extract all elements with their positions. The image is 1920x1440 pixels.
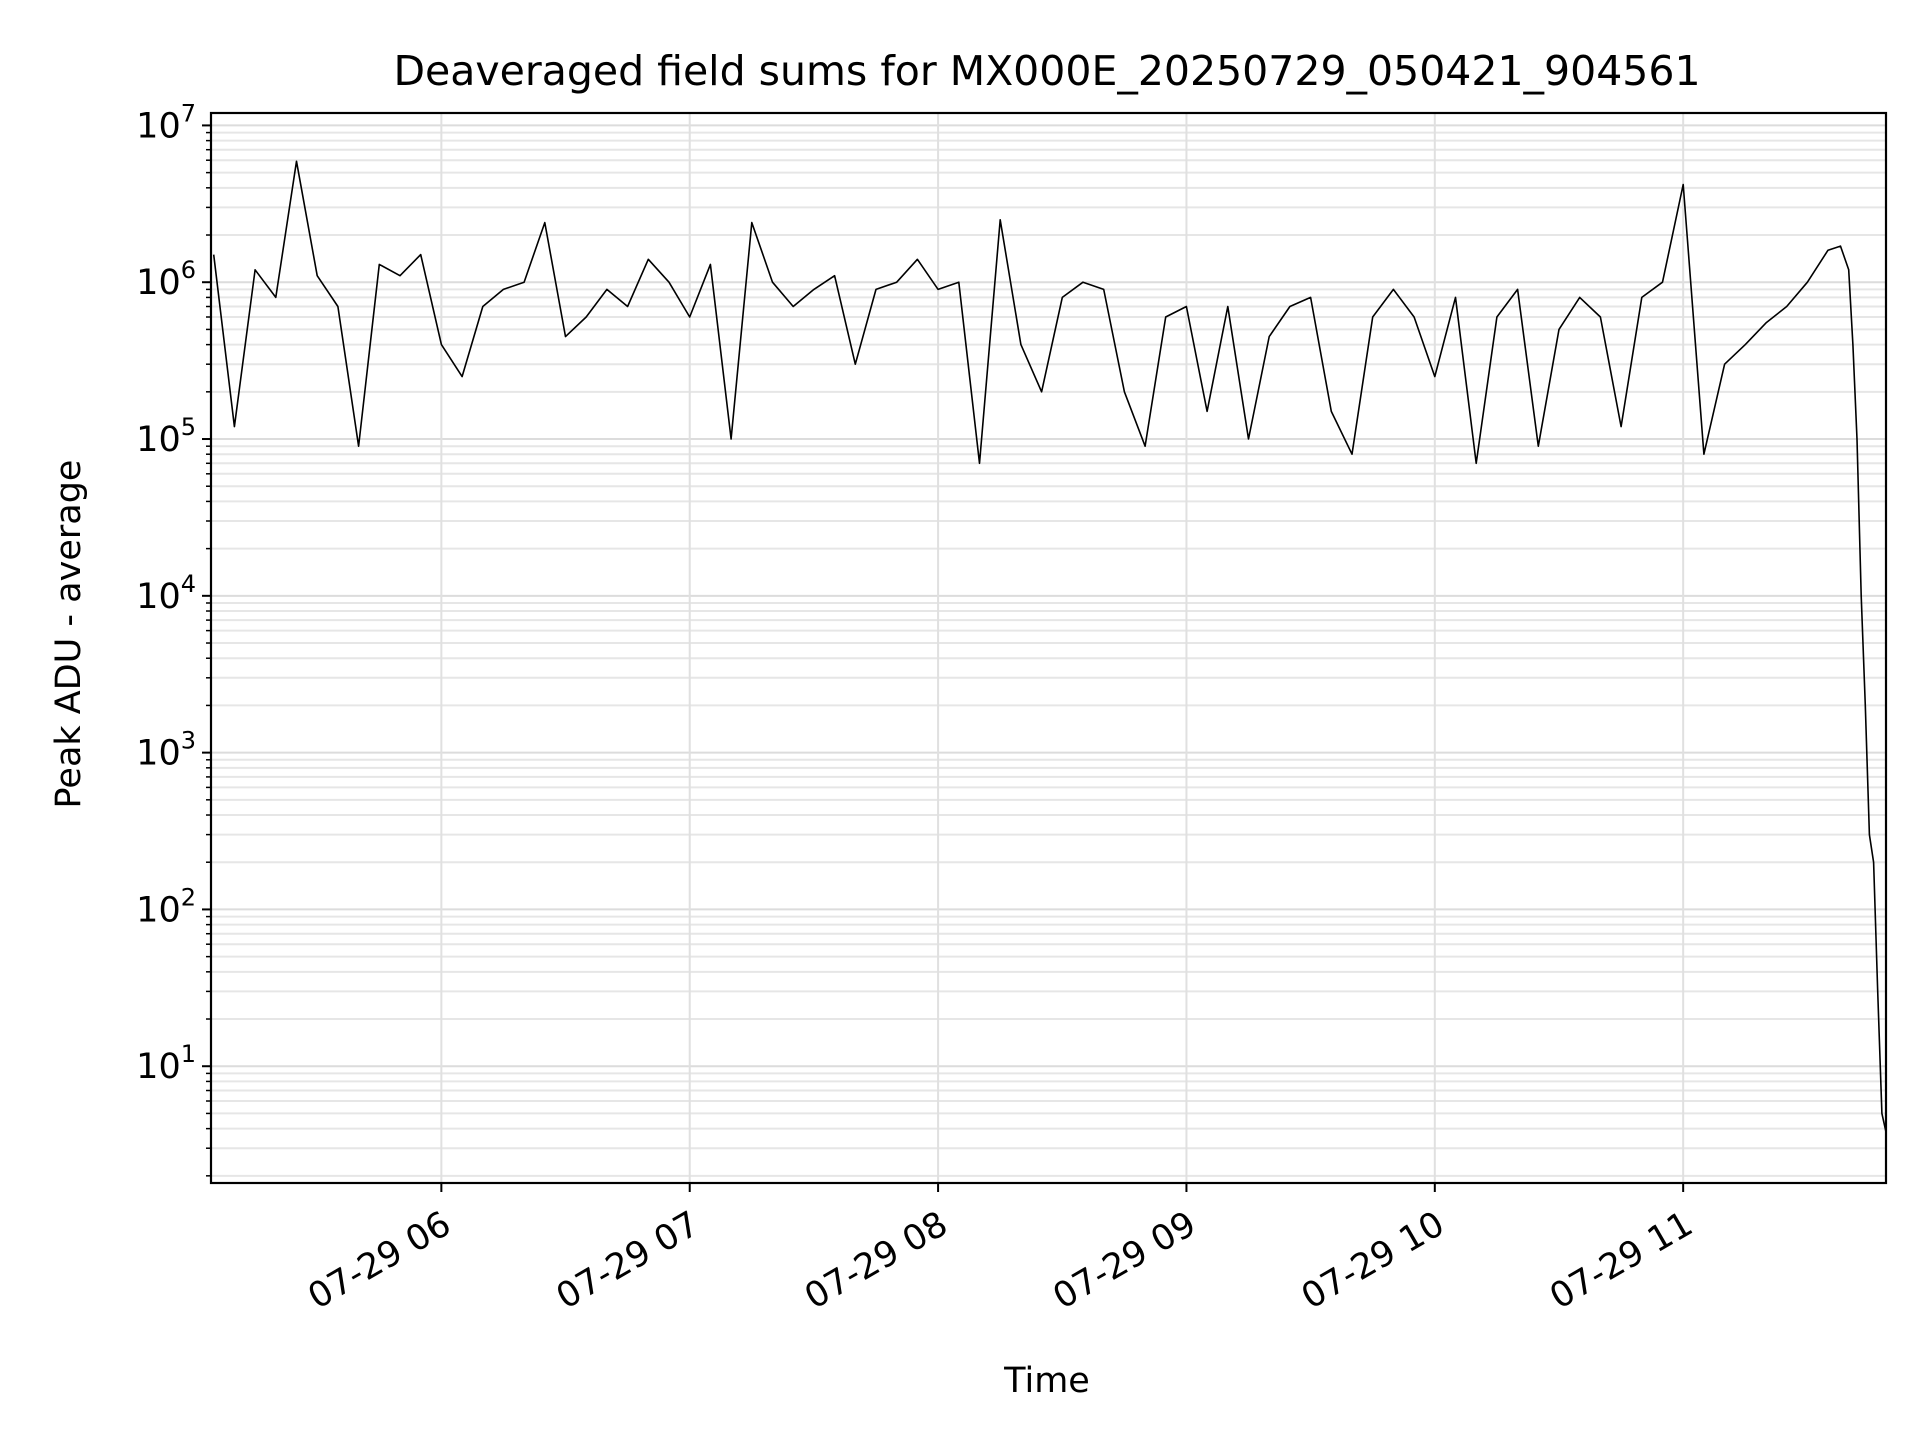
data-series bbox=[212, 160, 1887, 1133]
grid bbox=[211, 113, 1886, 1183]
y-tick-label: 104 bbox=[136, 570, 196, 617]
chart-title: Deaveraged field sums for MX000E_2025072… bbox=[393, 47, 1700, 95]
x-axis-label: Time bbox=[1003, 1361, 1090, 1401]
y-tick-label: 102 bbox=[136, 883, 196, 930]
y-tick-label: 101 bbox=[136, 1040, 196, 1087]
y-tick-label: 106 bbox=[136, 256, 196, 303]
plot-frame bbox=[209, 111, 1888, 1185]
y-tick-label: 107 bbox=[136, 99, 196, 146]
y-axis-label: Peak ADU - average bbox=[49, 460, 89, 809]
series-line bbox=[212, 160, 1887, 1133]
y-tick-label: 105 bbox=[136, 413, 196, 460]
y-tick-label: 103 bbox=[136, 727, 196, 774]
